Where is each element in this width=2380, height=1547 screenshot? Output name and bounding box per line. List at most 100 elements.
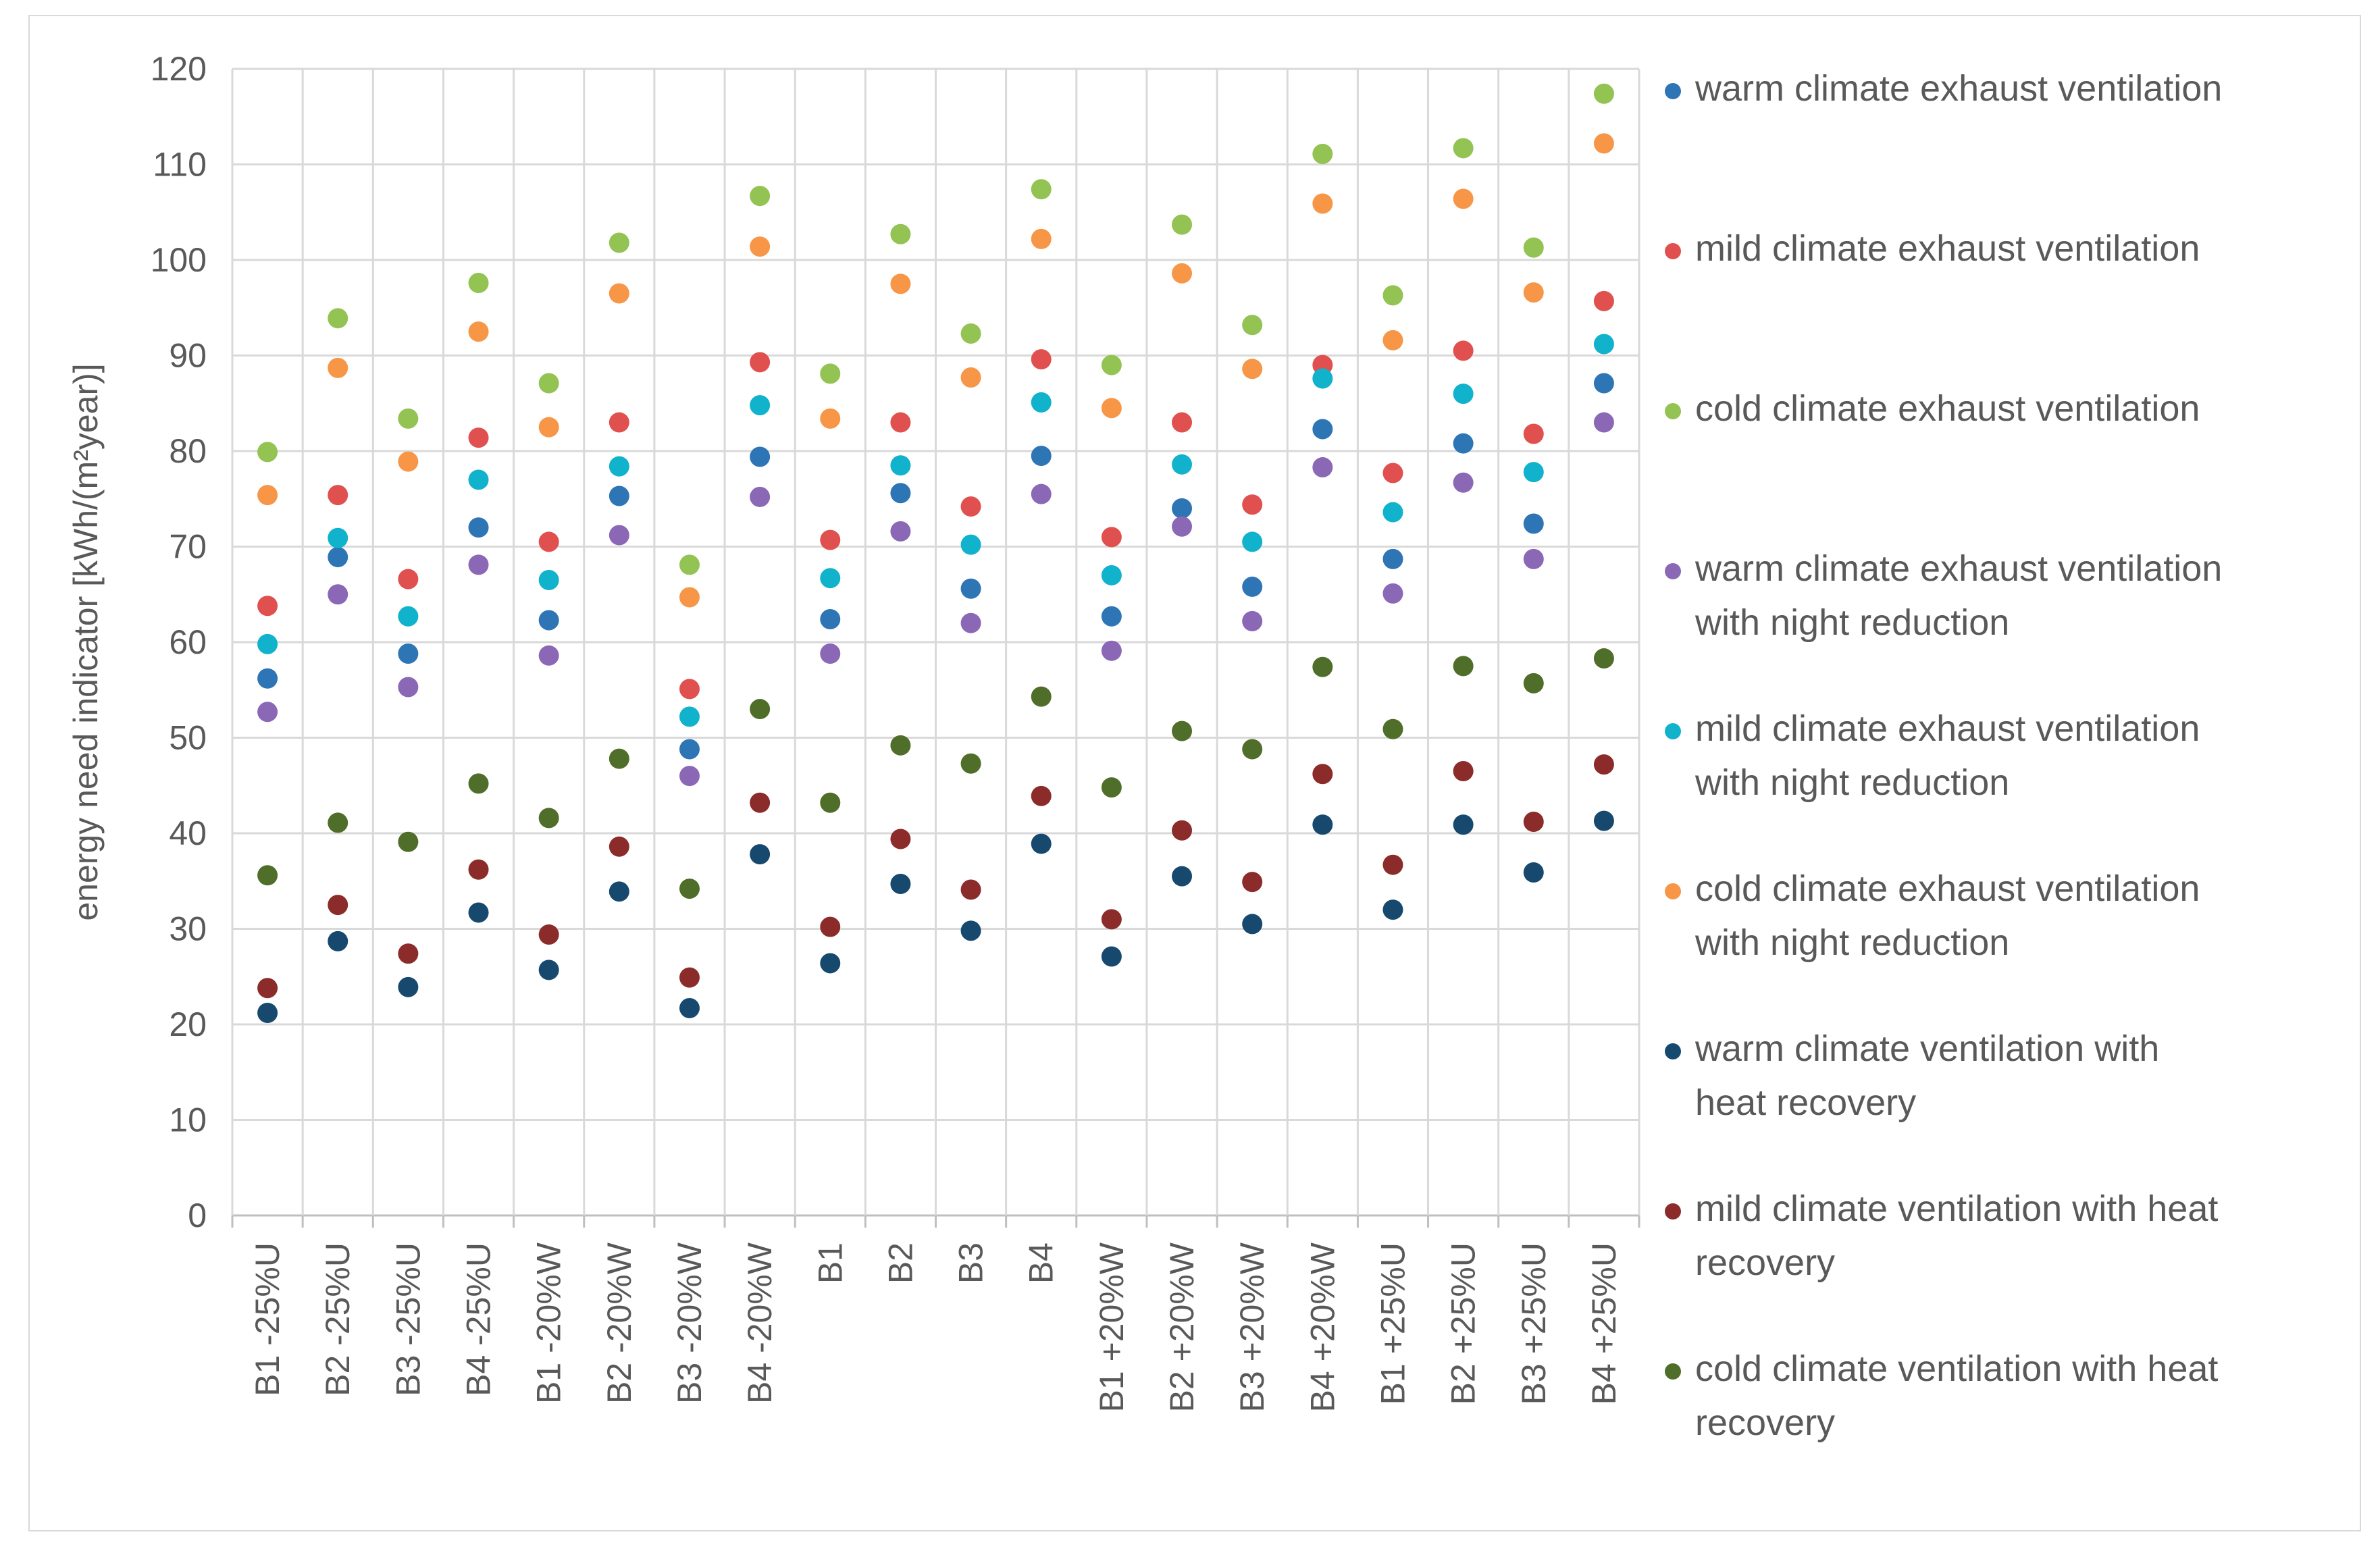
data-point	[609, 525, 629, 546]
y-tick-label: 0	[188, 1197, 207, 1234]
data-point	[1312, 764, 1333, 785]
data-point	[609, 456, 629, 477]
data-point	[538, 960, 559, 980]
legend-label: warm climate ventilation with	[1695, 1028, 2159, 1069]
data-point	[1382, 285, 1403, 306]
data-point	[890, 521, 911, 542]
data-point	[960, 496, 981, 517]
data-point	[1593, 412, 1614, 433]
data-point	[890, 483, 911, 504]
data-point	[750, 792, 771, 813]
data-point	[1172, 720, 1193, 741]
x-tick-label: B1 -20%W	[530, 1242, 568, 1404]
x-tick-label: B1 +25%U	[1374, 1242, 1412, 1405]
legend-marker	[1665, 1043, 1681, 1059]
data-point	[538, 924, 559, 945]
data-point	[468, 321, 489, 342]
data-point	[328, 584, 348, 605]
data-point	[960, 612, 981, 633]
data-point	[960, 879, 981, 900]
data-point	[1242, 315, 1263, 336]
data-point	[750, 395, 771, 416]
data-point	[609, 748, 629, 769]
chart-frame: 0 10 20 30 40 50 60 70 80 90 100 110 120 B1 -25%U B2 …	[28, 15, 2361, 1531]
y-tick-label: 10	[169, 1101, 207, 1139]
data-point	[820, 529, 841, 550]
scatter-chart: 0 10 20 30 40 50 60 70 80 90 100 110 120 B1 -25%U B2 …	[67, 50, 2222, 1443]
data-point	[1593, 373, 1614, 394]
data-point	[820, 408, 841, 429]
data-point	[1593, 133, 1614, 154]
data-point	[1453, 188, 1474, 209]
data-point	[1382, 463, 1403, 483]
data-point	[1382, 502, 1403, 523]
legend-label: with night reduction	[1695, 922, 2009, 963]
data-point	[1101, 565, 1122, 585]
legend-marker	[1665, 883, 1681, 899]
data-point	[820, 643, 841, 664]
x-tick-label: B4 +20%W	[1303, 1242, 1341, 1412]
data-point	[1172, 214, 1193, 235]
data-point	[1453, 761, 1474, 782]
data-point	[890, 273, 911, 294]
data-point	[1172, 263, 1193, 284]
data-point	[1523, 862, 1544, 883]
data-point	[1523, 812, 1544, 833]
data-point	[1523, 548, 1544, 569]
data-point	[1312, 193, 1333, 214]
data-point	[1031, 483, 1052, 504]
data-point	[1523, 237, 1544, 258]
data-point	[750, 236, 771, 257]
data-point	[1101, 527, 1122, 548]
data-point	[679, 679, 700, 700]
legend-label: mild climate exhaust ventilation	[1695, 708, 2200, 749]
data-point	[820, 609, 841, 630]
data-point	[468, 427, 489, 448]
data-point	[960, 534, 981, 555]
data-point	[960, 753, 981, 774]
data-point	[1453, 340, 1474, 361]
legend-label: mild climate exhaust ventilation	[1695, 228, 2200, 269]
data-point	[890, 873, 911, 894]
legend-marker	[1665, 1203, 1681, 1220]
legend-marker	[1665, 723, 1681, 739]
data-point	[1101, 909, 1122, 930]
data-point	[609, 836, 629, 857]
data-point	[679, 766, 700, 787]
data-point	[820, 916, 841, 937]
x-tick-label: B4 +25%U	[1585, 1242, 1623, 1405]
data-point	[398, 677, 419, 698]
x-tick-label: B4 -25%U	[460, 1242, 498, 1396]
x-tick-label: B3	[952, 1242, 990, 1284]
data-point	[1101, 640, 1122, 661]
data-point	[1242, 494, 1263, 515]
data-point	[890, 829, 911, 849]
data-point	[398, 831, 419, 852]
data-point	[468, 554, 489, 575]
data-point	[538, 373, 559, 394]
x-tick-label: B2 +25%U	[1445, 1242, 1482, 1405]
data-point	[1101, 606, 1122, 627]
data-point	[1453, 138, 1474, 159]
x-tick-label: B1 +20%W	[1093, 1242, 1131, 1412]
y-tick-label: 50	[169, 719, 207, 757]
data-point	[398, 976, 419, 997]
data-point	[538, 610, 559, 631]
data-point	[1242, 576, 1263, 597]
data-point	[1172, 516, 1193, 537]
y-tick-label: 30	[169, 910, 207, 948]
data-point	[679, 997, 700, 1018]
data-point	[328, 547, 348, 568]
data-point	[1523, 423, 1544, 444]
data-point	[820, 953, 841, 974]
data-point	[1172, 820, 1193, 841]
data-point	[1101, 355, 1122, 375]
y-axis-title: energy need indicator [kWh/(m²year)]	[67, 363, 105, 920]
data-point	[679, 587, 700, 608]
y-tick-label: 70	[169, 528, 207, 566]
x-tick-label: B2 +20%W	[1163, 1242, 1201, 1412]
data-point	[750, 352, 771, 373]
data-point	[328, 308, 348, 329]
data-point	[750, 186, 771, 207]
data-point	[1312, 368, 1333, 389]
